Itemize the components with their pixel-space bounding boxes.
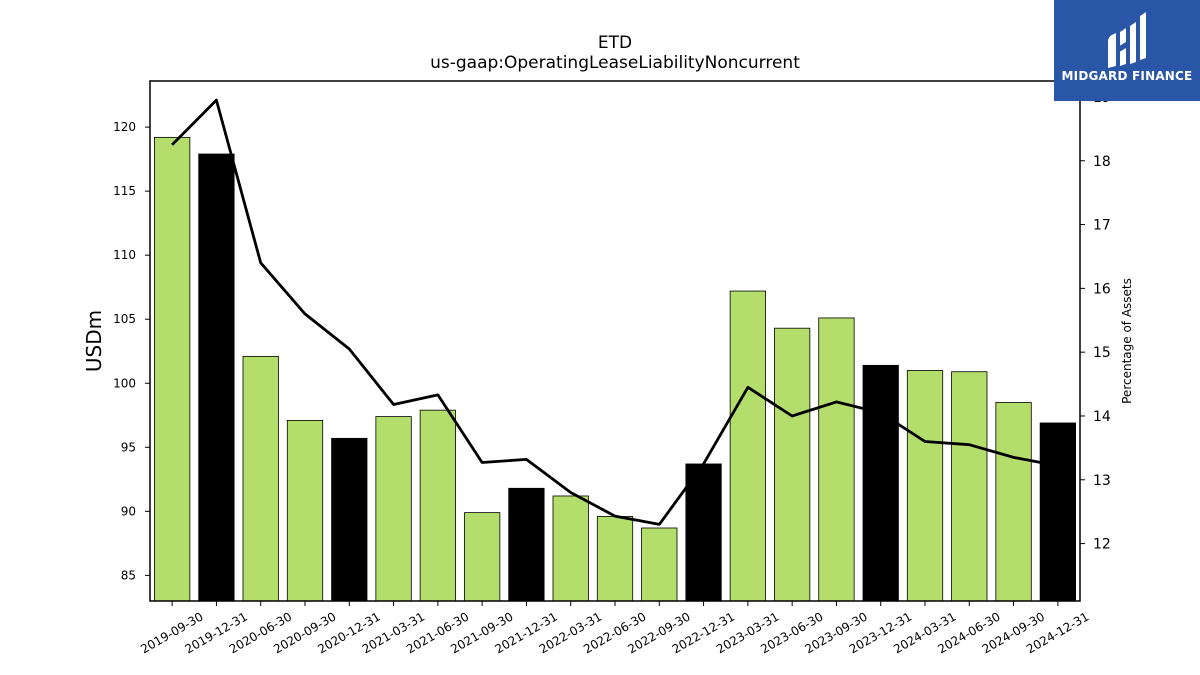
bar-2023-03-31 (729, 290, 766, 602)
y2-tick-label: 15 (1093, 345, 1111, 361)
y2-axis-label: Percentage of Assets (1120, 278, 1134, 404)
bar-2022-03-31 (552, 495, 589, 602)
y-axis-label: USDm (82, 310, 106, 372)
bar-2023-09-30 (818, 317, 855, 602)
y2-tick-label: 14 (1093, 409, 1111, 425)
bar-2019-12-31 (198, 153, 235, 602)
bar-2024-09-30 (995, 402, 1032, 602)
y-tick-label: 110 (113, 248, 136, 262)
chart-subtitle: us-gaap:OperatingLeaseLiabilityNoncurren… (430, 53, 800, 73)
x-axis: 2019-09-302019-12-312020-06-302020-09-30… (138, 601, 1091, 656)
bar-2021-12-31 (508, 487, 545, 602)
y-axis-right: 1213141516171819 (1080, 90, 1111, 553)
bar-2020-12-31 (331, 437, 368, 602)
bar-2022-09-30 (641, 527, 678, 602)
y-axis-left: 85 90 95 100 105 110 115 120 (113, 120, 150, 582)
y-tick-label: 120 (113, 120, 136, 134)
y2-tick-label: 12 (1093, 537, 1111, 553)
percentage-line (171, 98, 1059, 526)
y-tick-label: 90 (121, 504, 136, 518)
bar-2020-06-30 (242, 355, 279, 602)
bar-2022-06-30 (596, 516, 634, 602)
line-series (171, 98, 1059, 526)
y2-tick-label: 13 (1093, 473, 1111, 489)
logo-text: MIDGARD FINANCE (1061, 69, 1193, 83)
bar-2021-09-30 (464, 512, 501, 602)
midgard-logo-icon (1108, 12, 1146, 68)
y-tick-label: 105 (113, 312, 136, 326)
y-tick-label: 100 (113, 376, 136, 390)
bar-2024-12-31 (1039, 422, 1076, 602)
y-tick-label: 95 (121, 440, 136, 454)
chart-title: ETD (598, 33, 632, 53)
bar-2022-12-31 (685, 463, 722, 602)
bar-2019-09-30 (154, 136, 191, 602)
bar-2024-03-31 (906, 370, 944, 602)
y2-tick-label: 16 (1093, 281, 1111, 297)
bar-2021-06-30 (419, 409, 456, 602)
y-tick-label: 85 (121, 568, 136, 582)
y2-tick-label: 17 (1093, 218, 1111, 234)
bar-series (154, 136, 1076, 602)
brand-logo: MIDGARD FINANCE (1054, 0, 1200, 101)
y2-tick-label: 18 (1093, 154, 1111, 170)
bar-2024-06-30 (951, 371, 988, 602)
bar-2023-12-31 (862, 364, 899, 602)
bar-2020-09-30 (286, 420, 324, 602)
y-tick-label: 115 (113, 184, 136, 198)
bar-2021-03-31 (375, 416, 412, 602)
bar-2023-06-30 (774, 327, 811, 602)
